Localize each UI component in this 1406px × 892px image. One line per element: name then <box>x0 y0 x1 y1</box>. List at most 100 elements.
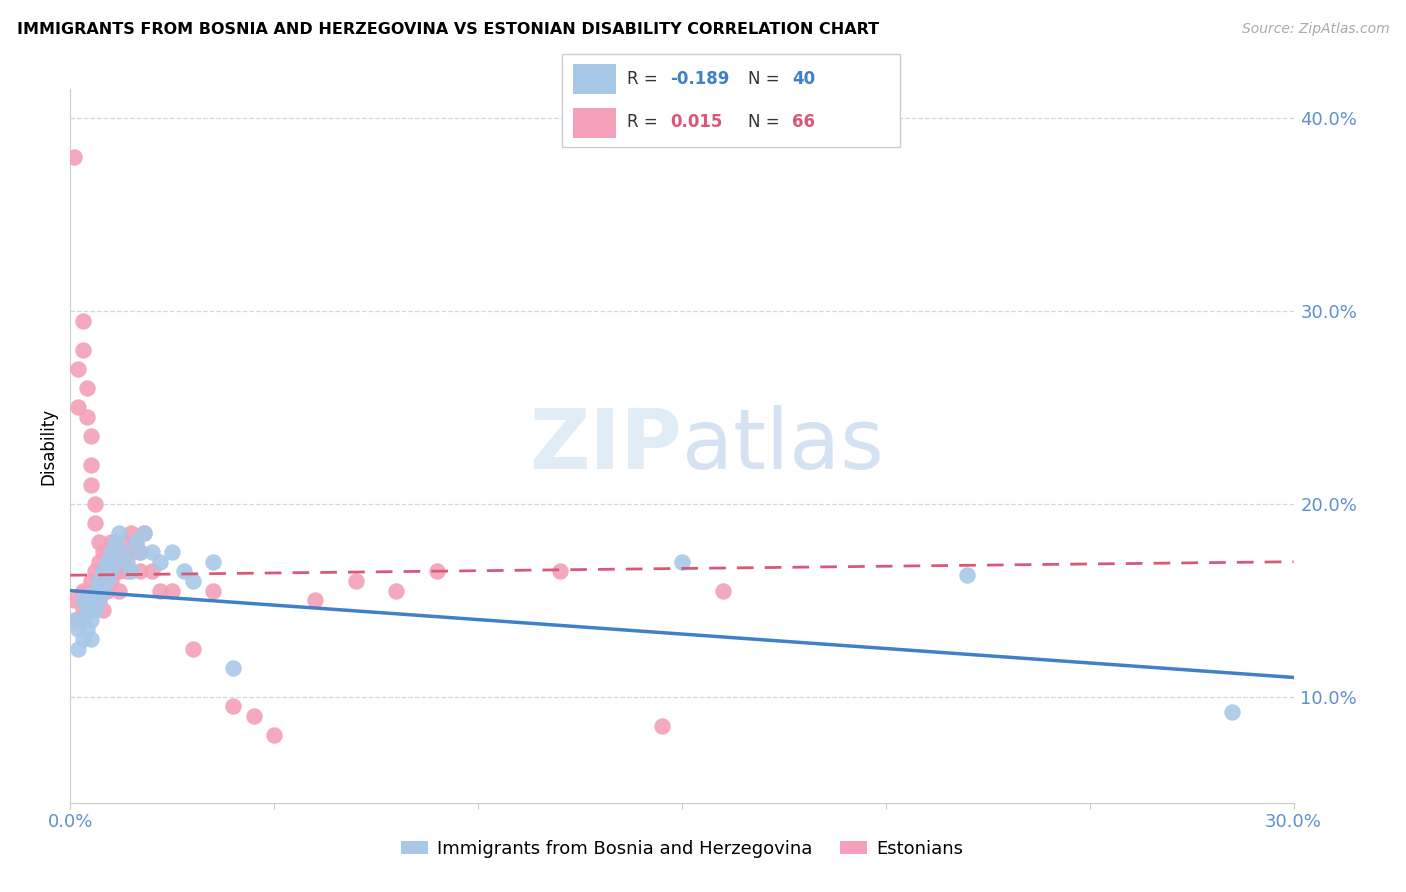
Point <box>108 565 131 579</box>
Point <box>83 603 105 617</box>
Point <box>67 641 90 656</box>
Point <box>671 555 693 569</box>
Point <box>72 632 94 646</box>
Point <box>76 603 98 617</box>
Point <box>79 458 103 473</box>
Legend: Immigrants from Bosnia and Herzegovina, Estonians: Immigrants from Bosnia and Herzegovina, … <box>394 833 970 865</box>
Point <box>104 535 127 549</box>
Point <box>87 574 110 588</box>
Point <box>128 545 150 559</box>
Text: 0.015: 0.015 <box>671 113 723 131</box>
Point <box>79 574 103 588</box>
Point <box>100 545 122 559</box>
Point <box>124 535 146 549</box>
Point <box>121 545 143 559</box>
Point <box>91 565 114 579</box>
Point <box>956 568 979 582</box>
Point <box>117 545 139 559</box>
Point <box>141 565 163 579</box>
Point <box>385 583 408 598</box>
Point <box>76 583 98 598</box>
Text: 40: 40 <box>792 70 815 87</box>
Point <box>1220 705 1243 719</box>
Bar <box>572 64 616 94</box>
Point <box>162 583 183 598</box>
Point <box>79 632 103 646</box>
Point <box>96 565 118 579</box>
Point <box>650 719 672 733</box>
Point <box>79 429 103 443</box>
Point <box>222 661 245 675</box>
Point <box>96 555 118 569</box>
Point <box>76 410 98 425</box>
Point <box>108 525 131 540</box>
Point <box>124 535 146 549</box>
Point <box>67 613 90 627</box>
Point <box>426 565 449 579</box>
Point <box>222 699 245 714</box>
Point <box>91 583 114 598</box>
Point <box>72 593 94 607</box>
Point <box>121 565 143 579</box>
Text: Source: ZipAtlas.com: Source: ZipAtlas.com <box>1241 22 1389 37</box>
Point <box>711 583 734 598</box>
Text: atlas: atlas <box>682 406 883 486</box>
Point <box>181 641 204 656</box>
Point <box>91 603 114 617</box>
Point <box>72 603 94 617</box>
Point <box>141 545 163 559</box>
Point <box>83 565 105 579</box>
Point <box>83 583 105 598</box>
Point <box>79 593 103 607</box>
Point <box>149 583 172 598</box>
Point <box>87 593 110 607</box>
Text: 66: 66 <box>792 113 815 131</box>
Point <box>108 545 131 559</box>
Point <box>72 313 94 327</box>
Point <box>87 535 110 549</box>
Text: R =: R = <box>627 70 662 87</box>
Point <box>96 583 118 598</box>
Point <box>104 555 127 569</box>
Point <box>100 535 122 549</box>
Point <box>121 525 143 540</box>
Point <box>100 565 122 579</box>
Point <box>67 622 90 636</box>
Point <box>162 545 183 559</box>
Bar <box>572 108 616 138</box>
Point <box>63 593 86 607</box>
Point <box>112 545 135 559</box>
Text: ZIP: ZIP <box>530 406 682 486</box>
Point <box>87 555 110 569</box>
Point <box>202 555 225 569</box>
Point <box>72 613 94 627</box>
Point <box>79 613 103 627</box>
Point <box>96 574 118 588</box>
Point <box>104 565 127 579</box>
Point <box>243 709 266 723</box>
Point <box>76 622 98 636</box>
Point <box>108 583 131 598</box>
Text: -0.189: -0.189 <box>671 70 730 87</box>
Point <box>63 150 86 164</box>
Point <box>76 381 98 395</box>
Point <box>117 565 139 579</box>
Point <box>79 477 103 491</box>
Y-axis label: Disability: Disability <box>39 408 58 484</box>
Point <box>117 555 139 569</box>
Text: N =: N = <box>748 70 785 87</box>
Point <box>548 565 571 579</box>
Text: IMMIGRANTS FROM BOSNIA AND HERZEGOVINA VS ESTONIAN DISABILITY CORRELATION CHART: IMMIGRANTS FROM BOSNIA AND HERZEGOVINA V… <box>17 22 879 37</box>
Point <box>132 525 155 540</box>
Point <box>112 555 135 569</box>
Point <box>79 593 103 607</box>
Point <box>304 593 326 607</box>
Point <box>83 516 105 530</box>
Point <box>128 545 150 559</box>
Text: R =: R = <box>627 113 668 131</box>
Point <box>173 565 195 579</box>
Point <box>202 583 225 598</box>
Point <box>91 545 114 559</box>
Point <box>100 574 122 588</box>
Point <box>87 574 110 588</box>
